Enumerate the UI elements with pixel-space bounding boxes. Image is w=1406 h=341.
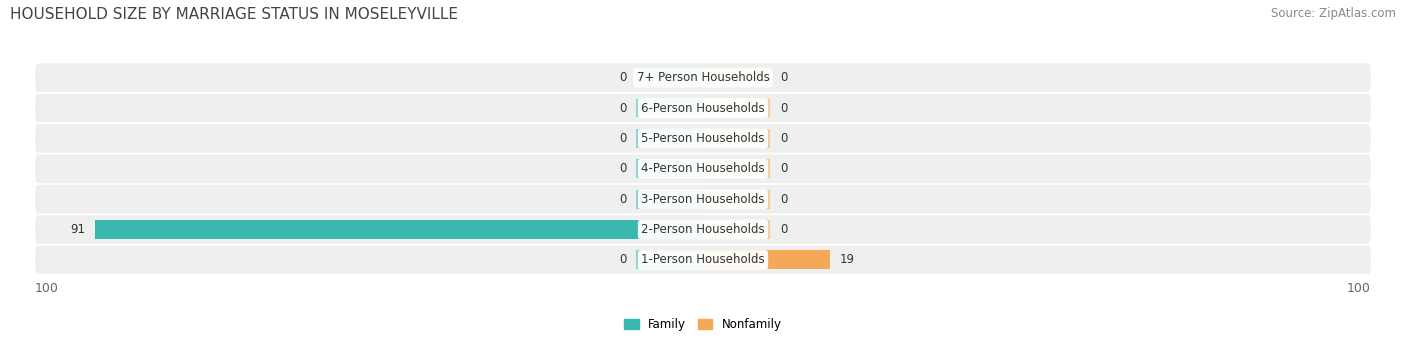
Bar: [703, 68, 769, 87]
Text: 100: 100: [1347, 282, 1371, 295]
Bar: [636, 68, 703, 87]
Text: 0: 0: [619, 71, 626, 84]
Text: 7+ Person Households: 7+ Person Households: [637, 71, 769, 84]
Text: 0: 0: [780, 132, 787, 145]
Text: 0: 0: [780, 102, 787, 115]
Text: 6-Person Households: 6-Person Households: [641, 102, 765, 115]
Bar: [96, 220, 703, 239]
Bar: [703, 251, 830, 269]
Legend: Family, Nonfamily: Family, Nonfamily: [620, 313, 786, 336]
Text: 0: 0: [780, 162, 787, 175]
Text: 5-Person Households: 5-Person Households: [641, 132, 765, 145]
Text: 4-Person Households: 4-Person Households: [641, 162, 765, 175]
FancyBboxPatch shape: [35, 154, 1371, 183]
Text: Source: ZipAtlas.com: Source: ZipAtlas.com: [1271, 7, 1396, 20]
Bar: [703, 220, 769, 239]
Text: 0: 0: [619, 253, 626, 266]
Text: HOUSEHOLD SIZE BY MARRIAGE STATUS IN MOSELEYVILLE: HOUSEHOLD SIZE BY MARRIAGE STATUS IN MOS…: [10, 7, 458, 22]
FancyBboxPatch shape: [35, 94, 1371, 122]
FancyBboxPatch shape: [35, 246, 1371, 274]
Text: 0: 0: [780, 71, 787, 84]
Bar: [703, 159, 769, 178]
Text: 0: 0: [619, 102, 626, 115]
Text: 0: 0: [780, 193, 787, 206]
FancyBboxPatch shape: [35, 185, 1371, 213]
Bar: [703, 99, 769, 118]
FancyBboxPatch shape: [35, 63, 1371, 92]
Bar: [636, 99, 703, 118]
Text: 91: 91: [70, 223, 86, 236]
Text: 100: 100: [35, 282, 59, 295]
Bar: [636, 251, 703, 269]
Text: 19: 19: [839, 253, 855, 266]
Bar: [703, 190, 769, 209]
Text: 0: 0: [780, 223, 787, 236]
Text: 1-Person Households: 1-Person Households: [641, 253, 765, 266]
Bar: [636, 159, 703, 178]
FancyBboxPatch shape: [35, 215, 1371, 244]
Text: 2-Person Households: 2-Person Households: [641, 223, 765, 236]
Text: 3-Person Households: 3-Person Households: [641, 193, 765, 206]
Bar: [636, 129, 703, 148]
Text: 0: 0: [619, 132, 626, 145]
Bar: [636, 190, 703, 209]
Text: 0: 0: [619, 193, 626, 206]
Bar: [703, 129, 769, 148]
Text: 0: 0: [619, 162, 626, 175]
FancyBboxPatch shape: [35, 124, 1371, 153]
